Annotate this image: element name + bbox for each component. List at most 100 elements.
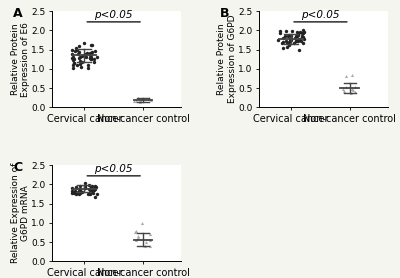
Point (297, 30, 304, 34)
Point (79, 54, 85, 58)
Point (92, 195, 98, 200)
Point (89, 188, 95, 192)
Point (293, 39, 299, 43)
Point (76, 56, 82, 61)
Point (90, 60, 97, 64)
Point (73, 192, 80, 197)
Point (143, 240, 149, 244)
Point (301, 37, 307, 41)
Point (73, 48, 80, 53)
Point (92, 48, 98, 53)
Point (348, 87, 355, 91)
Point (93, 185, 100, 189)
Point (90, 190, 97, 195)
Point (288, 33, 295, 38)
Point (135, 235, 141, 240)
Point (342, 85, 349, 90)
Point (91, 57, 98, 61)
Point (91, 188, 97, 192)
Point (348, 90, 354, 95)
Point (287, 37, 293, 41)
Point (70, 62, 76, 67)
Point (87, 192, 94, 197)
Point (82, 53, 88, 58)
Point (71, 57, 78, 61)
Point (72, 46, 79, 51)
Point (300, 31, 306, 35)
Point (74, 63, 80, 67)
Point (343, 74, 349, 78)
Point (276, 29, 283, 34)
Point (77, 187, 84, 192)
Point (295, 38, 302, 43)
Point (146, 96, 152, 100)
Point (352, 85, 358, 90)
Point (286, 43, 292, 48)
Point (77, 59, 83, 64)
Point (88, 189, 94, 193)
Point (91, 186, 97, 191)
Point (131, 98, 138, 103)
Point (300, 28, 306, 32)
Point (70, 191, 77, 195)
Point (70, 58, 76, 62)
Point (94, 55, 100, 59)
Text: p<0.05: p<0.05 (94, 10, 133, 20)
Point (82, 54, 89, 58)
Point (89, 49, 96, 54)
Point (294, 30, 300, 35)
Point (72, 185, 79, 190)
Y-axis label: Relative Expression of
G6PD mRNA: Relative Expression of G6PD mRNA (10, 163, 30, 263)
Point (81, 52, 88, 56)
Point (352, 90, 358, 94)
Point (285, 34, 292, 39)
Text: C: C (13, 161, 22, 174)
Point (341, 89, 347, 93)
Point (133, 229, 139, 234)
Point (300, 41, 306, 45)
Point (279, 41, 285, 45)
Point (80, 53, 87, 57)
Point (289, 28, 295, 33)
Point (94, 192, 100, 196)
Point (85, 192, 92, 196)
Point (290, 41, 297, 45)
Point (133, 238, 140, 243)
Text: B: B (220, 7, 230, 20)
Point (82, 184, 88, 188)
Point (280, 40, 286, 44)
Point (76, 192, 82, 196)
Point (69, 52, 75, 56)
Point (287, 39, 293, 43)
Point (70, 55, 76, 59)
Point (72, 189, 78, 193)
Point (69, 191, 76, 195)
Point (79, 60, 86, 64)
Point (85, 63, 91, 67)
Point (76, 62, 83, 66)
Point (72, 49, 78, 53)
Point (293, 39, 299, 43)
Point (81, 185, 88, 190)
Point (69, 48, 75, 52)
Point (293, 34, 299, 38)
Point (146, 244, 153, 249)
Point (68, 56, 75, 61)
Point (87, 56, 94, 61)
Point (292, 35, 298, 40)
Point (71, 61, 77, 66)
Point (89, 43, 95, 48)
Point (287, 36, 293, 41)
Point (88, 57, 94, 61)
Point (78, 64, 84, 69)
Point (300, 35, 306, 39)
Point (286, 33, 293, 37)
Point (76, 44, 83, 48)
Point (75, 190, 82, 194)
Point (299, 30, 305, 35)
Point (83, 55, 89, 59)
Point (299, 33, 305, 38)
Point (349, 88, 356, 92)
Point (288, 38, 294, 43)
Text: p<0.05: p<0.05 (301, 10, 340, 20)
